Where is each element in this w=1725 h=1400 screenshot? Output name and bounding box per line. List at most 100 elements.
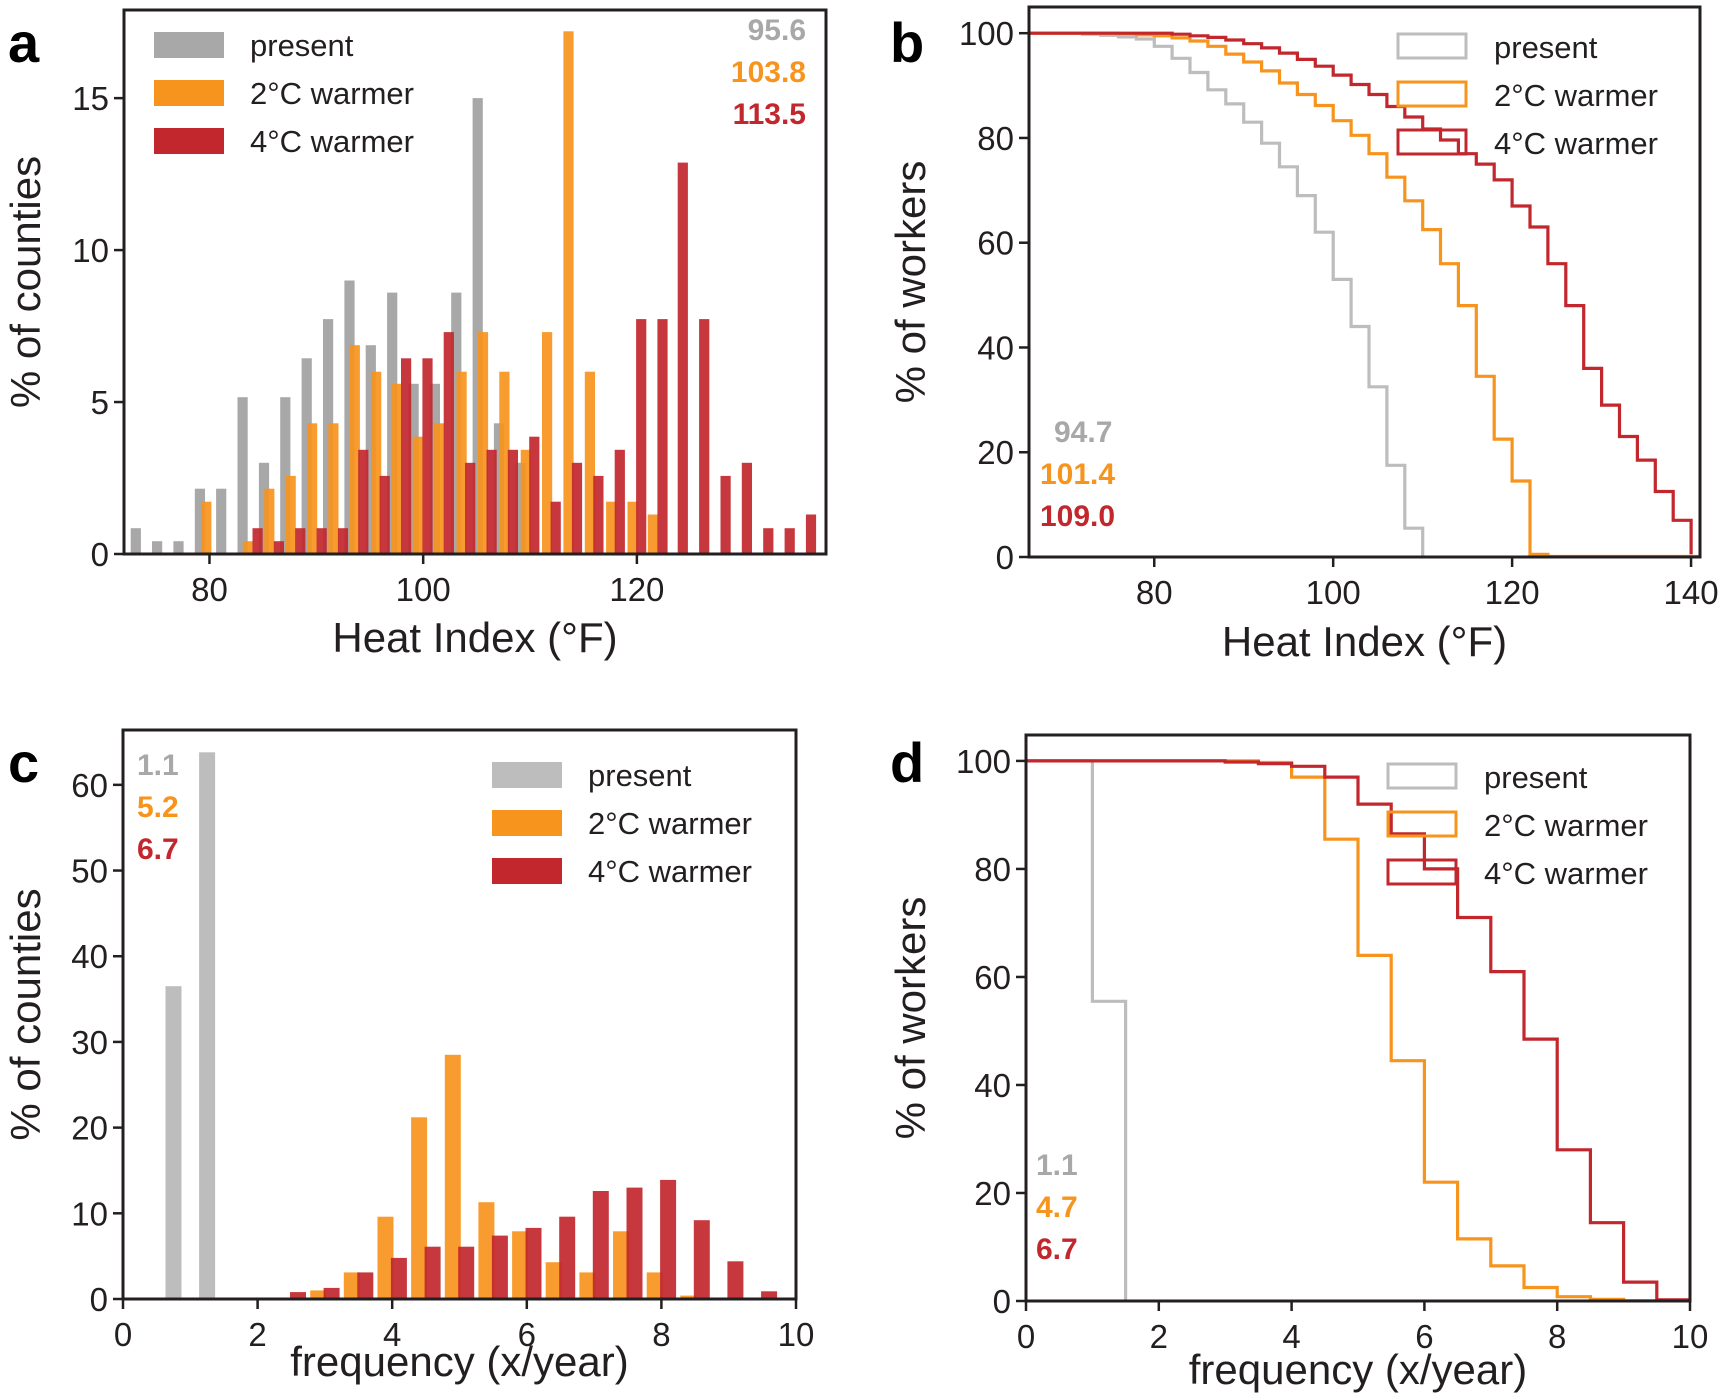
bar-4c-warmer xyxy=(316,528,327,554)
legend-swatch-2c-warmer xyxy=(492,810,562,836)
legend-swatch-4c-warmer xyxy=(492,858,562,884)
bar-4c-warmer xyxy=(390,1257,407,1299)
bar-4c-warmer xyxy=(507,449,518,554)
median-value-2c-warmer: 103.8 xyxy=(731,56,806,89)
bar-2c-warmer xyxy=(444,1054,461,1299)
x-tick-label: 80 xyxy=(1136,574,1173,611)
bar-present xyxy=(258,462,270,554)
bar-4c-warmer xyxy=(660,1179,677,1299)
bar-2c-warmer xyxy=(563,31,574,554)
bar-4c-warmer xyxy=(592,1191,609,1299)
bar-present xyxy=(280,397,291,554)
median-value-4c-warmer: 109.0 xyxy=(1040,500,1115,533)
y-tick-label: 80 xyxy=(977,120,1014,157)
plot-area xyxy=(1026,759,1690,1301)
bar-2c-warmer xyxy=(391,383,402,554)
bar-4c-warmer xyxy=(741,462,752,554)
y-tick-label: 60 xyxy=(71,767,108,804)
step-line-4c-warmer xyxy=(1029,31,1693,555)
bar-present xyxy=(130,528,141,554)
bar-4c-warmer xyxy=(252,528,263,554)
bar-4c-warmer xyxy=(529,436,540,554)
legend: present 2°C warmer 4°C warmer xyxy=(1396,30,1658,161)
legend-label-present: present xyxy=(1494,30,1598,65)
y-tick-label: 10 xyxy=(72,232,109,269)
x-tick-label: 80 xyxy=(191,571,228,608)
x-axis-title: Heat Index (°F) xyxy=(1222,618,1507,665)
bar-4c-warmer xyxy=(358,449,369,554)
bar-4c-warmer xyxy=(677,162,688,554)
bar-2c-warmer xyxy=(307,423,318,554)
y-axis-title: % of workers xyxy=(887,897,934,1140)
bar-4c-warmer xyxy=(401,358,412,554)
panel-letter: d xyxy=(890,731,924,794)
y-tick-label: 5 xyxy=(91,384,109,421)
x-tick-label: 10 xyxy=(1672,1318,1709,1355)
bar-4c-warmer xyxy=(699,319,710,554)
y-tick-label: 40 xyxy=(974,1067,1011,1104)
bar-2c-warmer xyxy=(328,423,339,554)
legend: present 2°C warmer 4°C warmer xyxy=(154,28,414,159)
bar-present xyxy=(165,986,182,1299)
x-tick-label: 2 xyxy=(1150,1318,1168,1355)
legend-swatch-4c-warmer xyxy=(154,128,224,154)
bar-2c-warmer xyxy=(478,1202,495,1299)
bar-4c-warmer xyxy=(761,1291,778,1299)
x-tick-label: 140 xyxy=(1664,574,1719,611)
x-tick-label: 6 xyxy=(518,1316,536,1353)
legend-swatch-2c-warmer xyxy=(1396,80,1468,108)
bar-4c-warmer xyxy=(295,528,306,554)
median-value-4c-warmer: 113.5 xyxy=(733,98,806,131)
bar-4c-warmer xyxy=(424,1246,441,1299)
legend-label-4c-warmer: 4°C warmer xyxy=(1484,856,1648,891)
panel-b: b 80 100 120 140 0 20 40 60 80 100 Heat Index (°F)%… xyxy=(887,5,1719,665)
legend-swatch-present xyxy=(492,762,562,788)
y-tick-label: 30 xyxy=(71,1024,108,1061)
bar-2c-warmer xyxy=(310,1290,327,1299)
bar-4c-warmer xyxy=(273,541,284,554)
bar-2c-warmer xyxy=(434,423,445,554)
axes-frame xyxy=(121,728,798,1301)
x-tick-label: 4 xyxy=(383,1316,401,1353)
step-line-2c-warmer xyxy=(1029,31,1700,557)
bar-4c-warmer xyxy=(763,528,774,554)
bar-4c-warmer xyxy=(465,462,476,554)
bar-2c-warmer xyxy=(499,371,510,554)
y-tick-label: 0 xyxy=(90,1281,108,1318)
bar-present xyxy=(365,345,376,554)
bar-4c-warmer xyxy=(626,1187,643,1299)
bar-2c-warmer xyxy=(371,371,382,554)
bar-present xyxy=(323,319,334,554)
y-tick-label: 15 xyxy=(72,80,109,117)
x-tick-label: 0 xyxy=(114,1316,132,1353)
legend-swatch-4c-warmer xyxy=(1396,128,1468,156)
bar-4c-warmer xyxy=(614,449,625,554)
plot-area xyxy=(130,31,817,554)
bar-4c-warmer xyxy=(657,319,668,554)
bar-2c-warmer xyxy=(646,1272,663,1299)
median-value-2c-warmer: 4.7 xyxy=(1036,1191,1078,1224)
bar-2c-warmer xyxy=(520,449,531,554)
x-axis-title: Heat Index (°F) xyxy=(332,614,617,661)
bar-present xyxy=(515,462,526,554)
median-value-present: 1.1 xyxy=(1036,1149,1078,1182)
y-tick-label: 0 xyxy=(993,1283,1011,1320)
panel-c: c 0 2 4 6 8 10 0 10 20 30 40 50 60 frequency (x/year)%… xyxy=(2,728,814,1385)
bar-2c-warmer xyxy=(349,345,360,554)
bar-2c-warmer xyxy=(545,1262,562,1299)
y-tick-label: 40 xyxy=(977,329,1014,366)
bar-4c-warmer xyxy=(805,514,817,554)
median-value-2c-warmer: 101.4 xyxy=(1040,458,1115,491)
bar-2c-warmer xyxy=(412,436,423,554)
bar-2c-warmer xyxy=(680,1295,697,1299)
bar-4c-warmer xyxy=(337,528,349,554)
y-tick-label: 0 xyxy=(91,536,109,573)
y-tick-label: 0 xyxy=(996,539,1014,576)
step-line-4c-warmer xyxy=(1026,759,1690,1301)
bar-present xyxy=(451,292,462,554)
bar-4c-warmer xyxy=(323,1287,340,1299)
bar-present xyxy=(173,541,184,554)
legend-label-present: present xyxy=(250,28,354,63)
